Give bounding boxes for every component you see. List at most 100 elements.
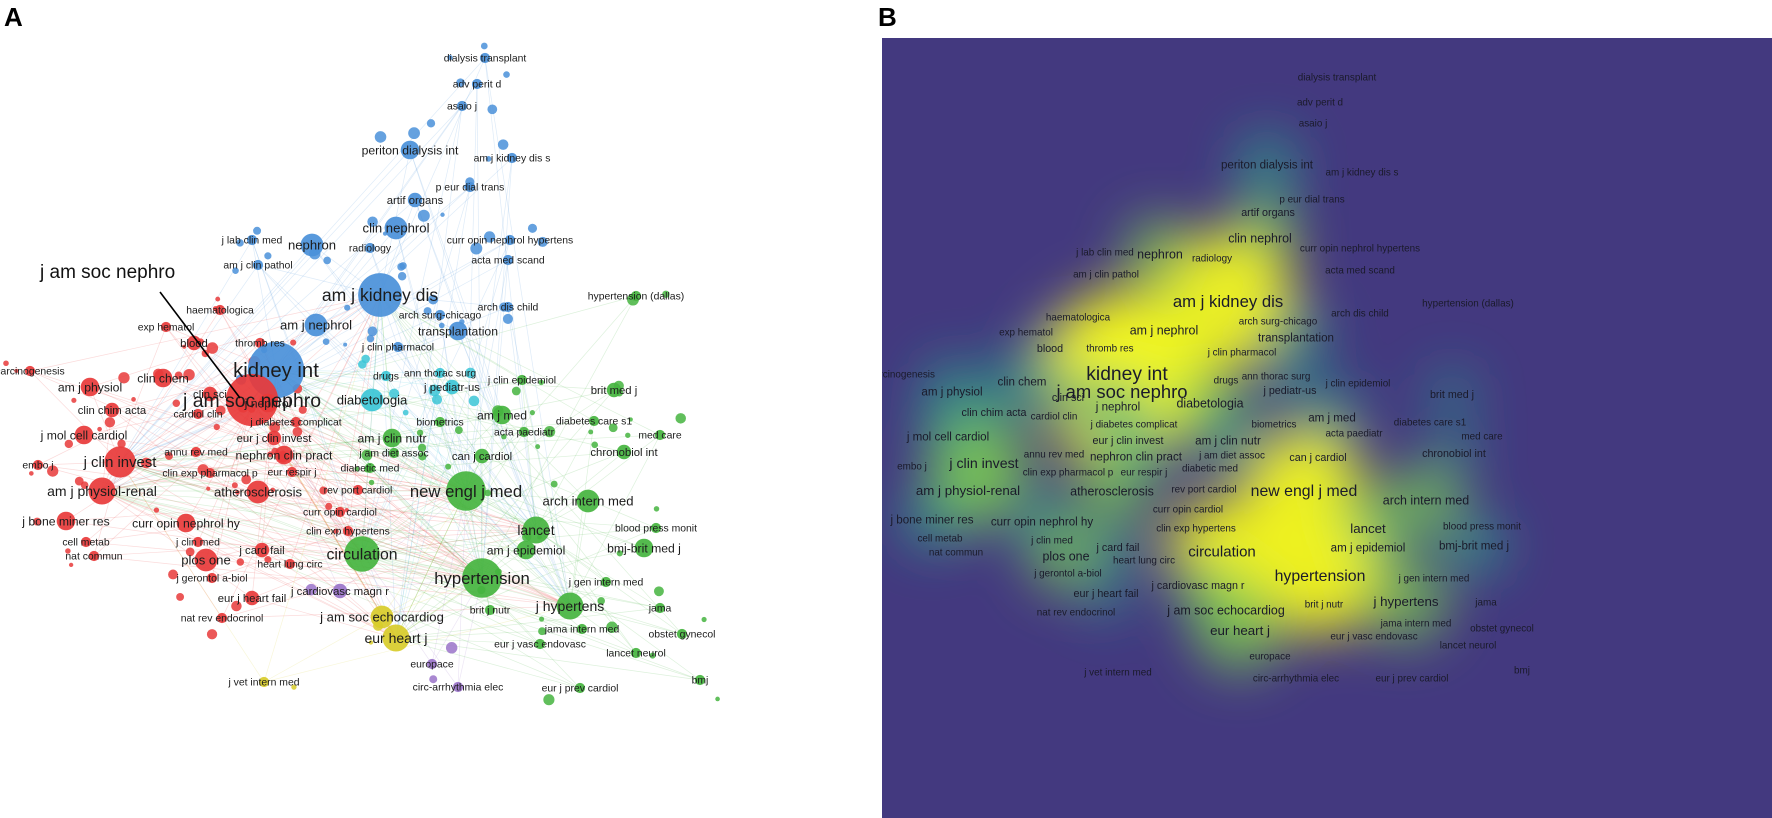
node-plos-one[interactable] xyxy=(194,548,218,572)
node-am-j-med[interactable] xyxy=(492,405,512,425)
node-j-clin-epidemiol[interactable] xyxy=(516,374,528,386)
node-lancet[interactable] xyxy=(522,516,550,544)
node-nat-rev-endocrinol[interactable] xyxy=(216,612,228,624)
node-transplantation[interactable] xyxy=(448,321,468,341)
node-hypertension-dallas[interactable] xyxy=(630,290,642,302)
node-j-card-fail[interactable] xyxy=(254,542,270,558)
node-med-care[interactable] xyxy=(654,429,666,441)
node-am-j-physiol-renal[interactable] xyxy=(88,477,116,505)
node-curr-opin-nephrol-hypertens[interactable] xyxy=(504,234,516,246)
node-clin-chim-acta[interactable] xyxy=(104,402,120,418)
node-j-cardiovasc-magn-r[interactable] xyxy=(332,583,348,599)
network-edge xyxy=(395,527,657,639)
node-eur-heart-j[interactable] xyxy=(382,624,410,652)
node-circulation[interactable] xyxy=(344,536,380,572)
node-artif-organs[interactable] xyxy=(407,192,423,208)
node-clin-sci[interactable] xyxy=(202,386,218,402)
node-acta-paediatr[interactable] xyxy=(518,426,530,438)
node-brit-j-nutr[interactable] xyxy=(484,604,496,616)
node-periton-dialysis-int[interactable] xyxy=(400,140,420,160)
node-embo-j[interactable] xyxy=(32,459,44,471)
node-can-j-cardiol[interactable] xyxy=(474,448,490,464)
node-j-am-diet-assoc[interactable] xyxy=(388,447,400,459)
network-edge xyxy=(289,529,537,565)
node-radiology[interactable] xyxy=(364,242,376,254)
node-diabetic-med[interactable] xyxy=(364,462,376,474)
node-j-vet-intern-med[interactable] xyxy=(258,676,270,688)
node-blood[interactable] xyxy=(186,335,202,351)
node-ann-thorac-surg[interactable] xyxy=(434,367,446,379)
node-p-eur-dial-trans[interactable] xyxy=(464,181,476,193)
node-europace[interactable] xyxy=(426,658,438,670)
node-cardiol-clin[interactable] xyxy=(192,408,204,420)
node-arch-surg-chicago[interactable] xyxy=(434,309,446,321)
node-curr-opin-nephrol-hy[interactable] xyxy=(176,513,196,533)
node-brit-med-j[interactable] xyxy=(606,382,622,398)
node-heart-lung-circ[interactable] xyxy=(284,558,296,570)
node-eur-j-vasc-endovasc[interactable] xyxy=(534,638,546,650)
node-eur-j-heart-fail[interactable] xyxy=(244,590,260,606)
node-annu-rev-med[interactable] xyxy=(190,446,202,458)
node-blood-press-monit[interactable] xyxy=(650,522,662,534)
node-diabetologia[interactable] xyxy=(360,388,384,412)
node-j-am-soc-echocardiog[interactable] xyxy=(370,605,394,629)
node-clin-nephrol[interactable] xyxy=(384,216,408,240)
node-j-clin-med[interactable] xyxy=(192,536,204,548)
node-nat-commun[interactable] xyxy=(88,550,100,562)
node-j-mol-cell-cardiol[interactable] xyxy=(74,425,94,445)
node-j-bone-miner-res[interactable] xyxy=(56,511,76,531)
node-diabetes-care-s1[interactable] xyxy=(588,415,600,427)
node-dialysis-transplant[interactable] xyxy=(479,52,491,64)
node-eur-j-prev-cardiol[interactable] xyxy=(574,682,586,694)
node-atherosclerosis[interactable] xyxy=(246,480,270,504)
network-edge xyxy=(85,541,483,579)
node-nephron-clin-pract[interactable] xyxy=(274,445,294,465)
node-clin-chem[interactable] xyxy=(153,368,173,388)
node-drugs[interactable] xyxy=(380,370,392,382)
node-curr-opin-cardiol[interactable] xyxy=(334,506,346,518)
node-chronobiol-int[interactable] xyxy=(616,444,632,460)
node-lancet-neurol[interactable] xyxy=(630,647,642,659)
node-am-j-kidney-dis[interactable] xyxy=(358,273,402,317)
node-j-clin-pharmacol[interactable] xyxy=(392,341,404,353)
node-bmj-brit-med-j[interactable] xyxy=(634,538,654,558)
node-j-clin-invest[interactable] xyxy=(104,446,136,478)
node-j-gen-intern-med[interactable] xyxy=(600,576,612,588)
node-arch-dis-child[interactable] xyxy=(502,301,514,313)
node-asaio-j[interactable] xyxy=(456,100,468,112)
node-am-j-nephrol[interactable] xyxy=(304,313,328,337)
node-carcinogenesis[interactable] xyxy=(24,365,36,377)
node-am-j-epidemiol[interactable] xyxy=(516,540,536,560)
node-haematologica[interactable] xyxy=(214,304,226,316)
node-arch-intern-med[interactable] xyxy=(576,489,600,513)
node-jama[interactable] xyxy=(654,602,666,614)
node-am-j-clin-pathol[interactable] xyxy=(252,259,264,271)
node-circ-arrhythmia-elec[interactable] xyxy=(452,681,464,693)
node-cell-metab[interactable] xyxy=(80,536,92,548)
node-j-am-soc-nephro[interactable] xyxy=(225,373,279,427)
node-clin-exp-pharmacol-p[interactable] xyxy=(204,467,216,479)
node-new-engl-j-med[interactable] xyxy=(446,471,486,511)
node-j-nephrol[interactable] xyxy=(258,393,278,413)
node-am-j-physiol[interactable] xyxy=(80,377,100,397)
node-am-j-clin-nutr[interactable] xyxy=(382,428,402,448)
node-j-hypertens[interactable] xyxy=(556,592,584,620)
node-clin-exp-hypertens[interactable] xyxy=(342,525,354,537)
node-j-diabetes-complicat[interactable] xyxy=(290,416,302,428)
node-adv-perit-d[interactable] xyxy=(471,78,483,90)
node-eur-respir-j[interactable] xyxy=(286,466,298,478)
node-j-lab-clin-med[interactable] xyxy=(246,234,258,246)
node-nephron[interactable] xyxy=(300,233,324,257)
node-j-gerontol-a-biol[interactable] xyxy=(206,572,218,584)
node-eur-j-clin-invest[interactable] xyxy=(266,430,282,446)
node-jama-intern-med[interactable] xyxy=(576,623,588,635)
node-j-pediatr-us[interactable] xyxy=(444,379,460,395)
node-am-j-kidney-dis-s[interactable] xyxy=(506,152,518,164)
node-obstet-gynecol[interactable] xyxy=(676,628,688,640)
node-exp-hematol[interactable] xyxy=(160,321,172,333)
node-bmj[interactable] xyxy=(694,674,706,686)
node-acta-med-scand[interactable] xyxy=(502,254,514,266)
node-rev-port-cardiol[interactable] xyxy=(352,484,364,496)
node-hypertension[interactable] xyxy=(462,558,502,598)
node-biometrics[interactable] xyxy=(434,416,446,428)
